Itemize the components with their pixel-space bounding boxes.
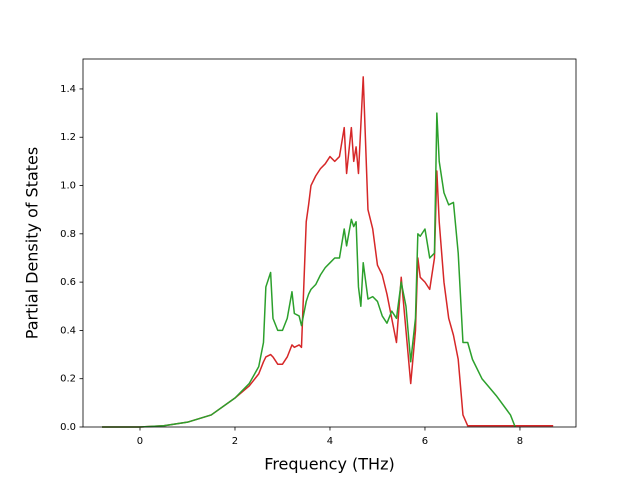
y-tick-label: 1.4 [60,84,76,95]
x-tick-label: 0 [137,436,143,447]
x-tick-label: 2 [232,436,238,447]
y-axis-label: Partial Density of States [23,147,42,339]
y-tick-label: 0.8 [60,229,76,240]
y-tick-label: 1.0 [60,181,76,192]
series-line [102,76,554,428]
plot-frame [82,58,577,428]
x-tick-label: 6 [422,436,428,447]
y-tick-label: 0.2 [60,374,76,385]
x-tick-label: 4 [327,436,333,447]
x-tick-label: 8 [517,436,523,447]
series-line [102,112,516,428]
y-tick-label: 1.2 [60,132,76,143]
x-axis-label: Frequency (THz) [264,455,394,474]
y-tick-label: 0.6 [60,277,76,288]
y-tick-label: 0.0 [60,422,76,433]
y-tick-label: 0.4 [60,325,76,336]
